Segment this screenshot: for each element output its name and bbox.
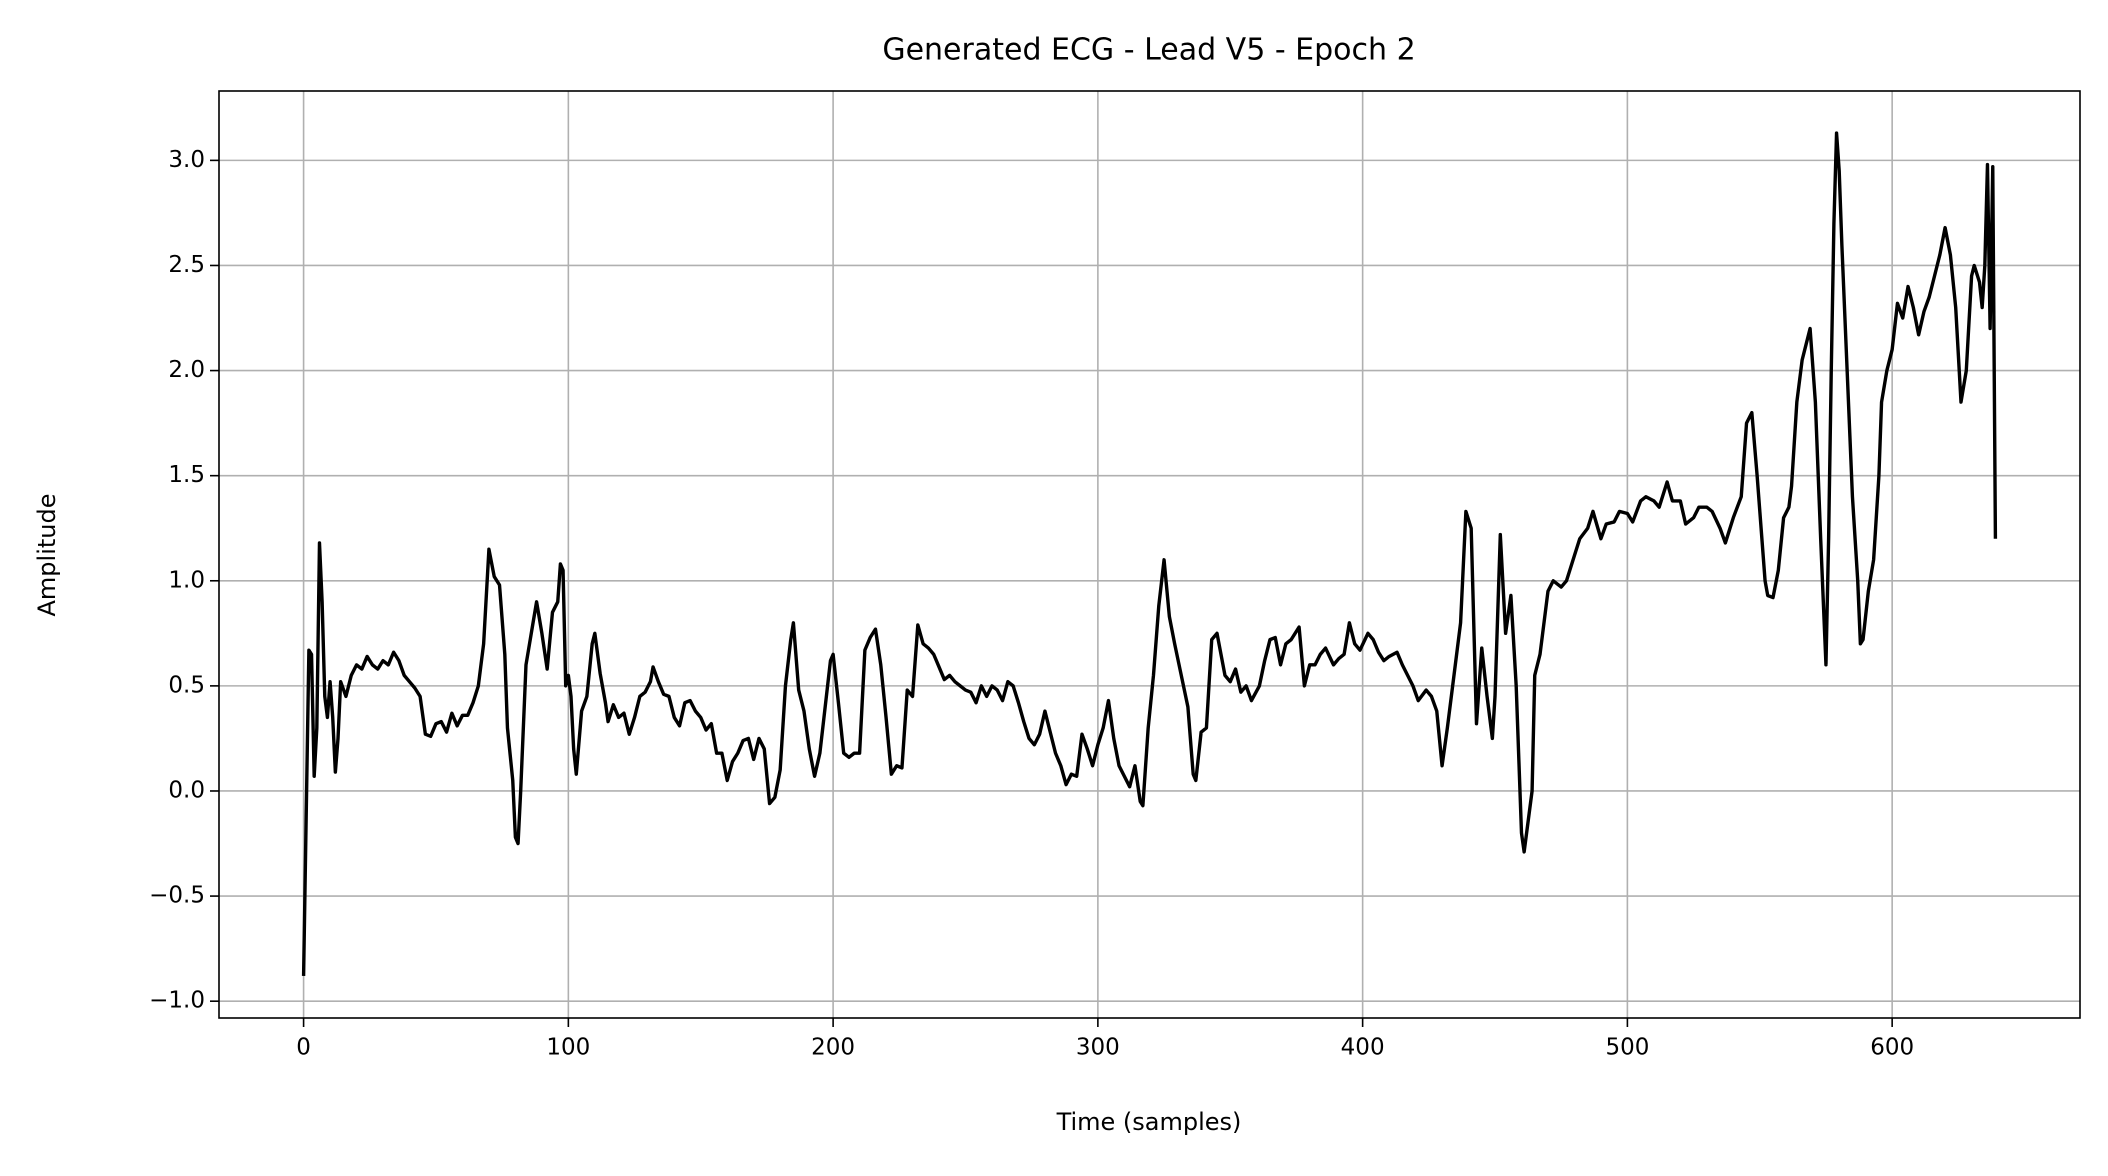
y-tick-label: 3.0 [168,147,205,173]
y-axis-label: Amplitude [33,494,61,617]
y-tick-label: 1.5 [168,462,205,488]
x-axis-label: Time (samples) [1056,1108,1242,1136]
ecg-line [301,131,1998,976]
chart-title: Generated ECG - Lead V5 - Epoch 2 [882,33,1415,68]
x-tick-label: 100 [546,1035,590,1061]
x-tick-label: 300 [1076,1035,1120,1061]
y-tick-label: 2.5 [168,252,205,278]
y-tick-label: 2.0 [168,357,205,383]
y-tick-label: −1.0 [149,988,205,1014]
x-tick-label: 200 [811,1035,855,1061]
y-tick-label: 0.5 [168,672,205,698]
x-tick-label: 0 [296,1035,311,1061]
x-tick-label: 500 [1605,1035,1649,1061]
x-tick-label: 600 [1870,1035,1914,1061]
y-tick-label: −0.5 [149,883,205,909]
y-tick-label: 0.0 [168,777,205,803]
x-tick-label: 400 [1341,1035,1385,1061]
plot-frame [218,90,2081,1019]
y-tick-label: 1.0 [168,567,205,593]
